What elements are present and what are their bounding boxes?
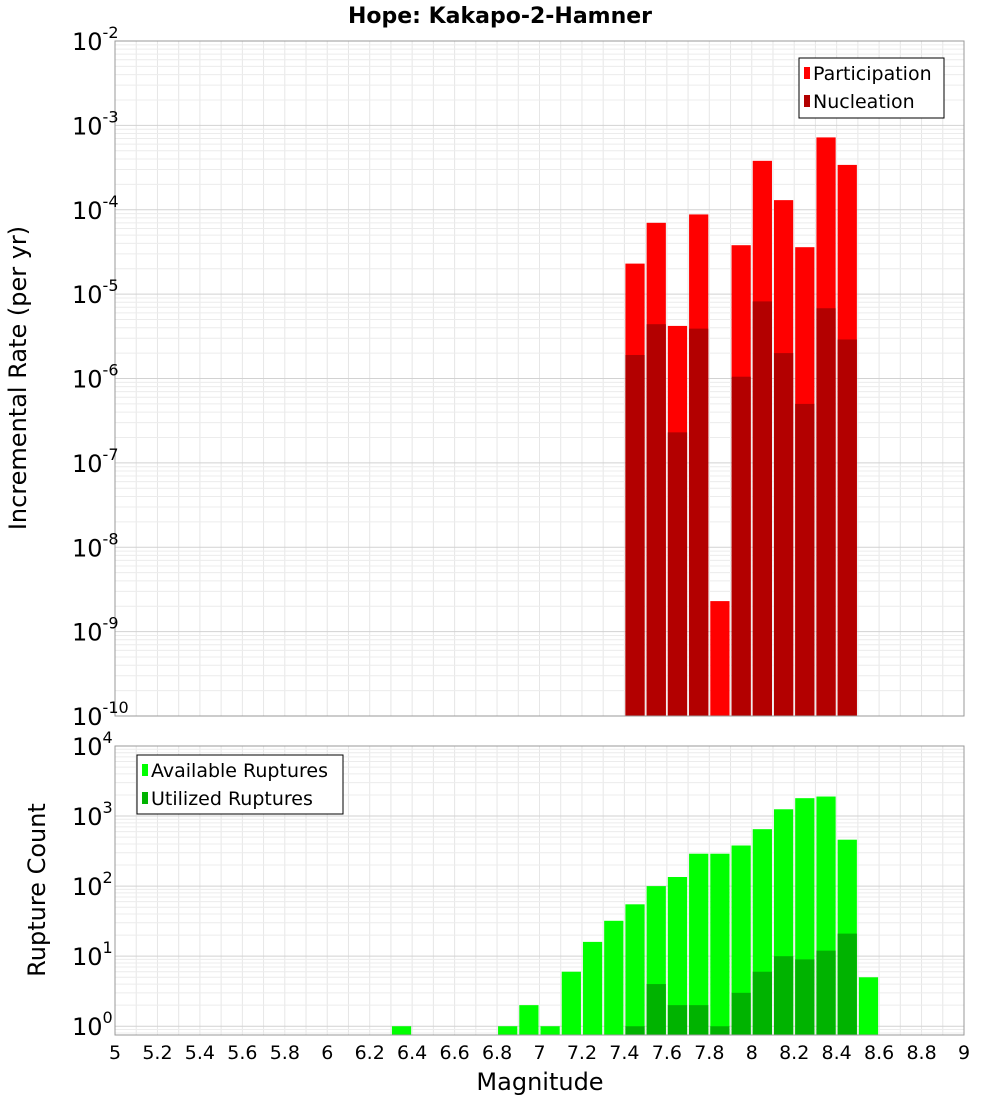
bar bbox=[731, 376, 751, 716]
x-tick-label: 5.4 bbox=[185, 1042, 215, 1064]
bar bbox=[710, 1026, 730, 1035]
bar bbox=[773, 353, 794, 716]
bar bbox=[710, 853, 730, 1035]
bar bbox=[731, 992, 751, 1035]
x-tick-label: 5 bbox=[109, 1042, 121, 1064]
bar bbox=[519, 1005, 539, 1035]
x-tick-label: 5.8 bbox=[270, 1042, 300, 1064]
x-tick-label: 7 bbox=[533, 1042, 545, 1064]
bar bbox=[689, 328, 709, 716]
chart-title: Hope: Kakapo-2-Hamner bbox=[348, 4, 652, 29]
y-tick-label: 10-5 bbox=[72, 276, 119, 309]
x-tick-labels: 5 5.2 5.4 5.6 5.8 6 6.2 6.4 6.6 6.8 7 7.2 7.4 7.6 7.8 8… bbox=[109, 1042, 970, 1064]
bar bbox=[391, 1026, 412, 1035]
x-tick-label: 7.8 bbox=[694, 1042, 724, 1064]
bar bbox=[795, 403, 815, 716]
bottom-y-axis-label: Rupture Count bbox=[23, 803, 51, 977]
x-tick-label: 7.4 bbox=[609, 1042, 639, 1064]
bar bbox=[773, 956, 794, 1035]
y-tick-label: 10-8 bbox=[72, 529, 119, 562]
legend-swatch bbox=[804, 67, 810, 79]
legend-label: Nucleation bbox=[813, 91, 915, 113]
bar bbox=[689, 853, 709, 1035]
legend-swatch bbox=[142, 764, 148, 776]
top-panel: 10-10 10-9 10-8 10-7 10-6 10-5 10-4 10-3 10-2 Par… bbox=[72, 23, 965, 731]
x-tick-label: 9 bbox=[958, 1042, 970, 1064]
legend-label: Participation bbox=[813, 63, 932, 85]
legend-box bbox=[136, 754, 344, 815]
x-tick-label: 8.2 bbox=[779, 1042, 809, 1064]
x-tick-label: 6.2 bbox=[355, 1042, 385, 1064]
bar bbox=[710, 601, 730, 716]
x-tick-label: 8.4 bbox=[822, 1042, 852, 1064]
y-tick-label: 100 bbox=[72, 1008, 113, 1041]
legend: Available Ruptures Utilized Ruptures bbox=[136, 754, 344, 815]
x-tick-label: 5.6 bbox=[227, 1042, 257, 1064]
y-tick-label: 10-9 bbox=[72, 614, 119, 647]
legend-label: Utilized Ruptures bbox=[151, 788, 313, 810]
bar bbox=[625, 354, 645, 716]
bar bbox=[582, 941, 603, 1035]
bar bbox=[540, 1026, 560, 1035]
x-tick-label: 5.2 bbox=[142, 1042, 172, 1064]
y-tick-label: 102 bbox=[72, 868, 113, 901]
y-tick-label: 10-6 bbox=[72, 361, 119, 394]
legend-label: Available Ruptures bbox=[151, 760, 328, 782]
plot-frame bbox=[114, 40, 965, 717]
bar bbox=[816, 950, 836, 1035]
legend-swatch bbox=[804, 95, 810, 107]
x-tick-label: 6.4 bbox=[397, 1042, 427, 1064]
bar bbox=[667, 432, 688, 716]
x-tick-label: 8 bbox=[746, 1042, 758, 1064]
series-nucleation bbox=[625, 301, 857, 716]
y-tick-label: 101 bbox=[72, 938, 113, 971]
bar bbox=[816, 308, 836, 716]
x-tick-label: 7.6 bbox=[652, 1042, 682, 1064]
bar bbox=[752, 301, 772, 716]
y-tick-label: 10-2 bbox=[72, 23, 119, 56]
legend: Participation Nucleation bbox=[798, 57, 945, 119]
gridlines bbox=[114, 40, 965, 717]
x-tick-label: 7.2 bbox=[567, 1042, 597, 1064]
bar bbox=[858, 977, 879, 1035]
y-tick-labels: 10-10 10-9 10-8 10-7 10-6 10-5 10-4 10-3 10-2 bbox=[72, 23, 129, 731]
x-tick-label: 8.8 bbox=[906, 1042, 936, 1064]
bar bbox=[646, 984, 666, 1035]
top-y-axis-label: Incremental Rate (per yr) bbox=[4, 226, 32, 530]
bar bbox=[561, 971, 581, 1035]
y-tick-label: 104 bbox=[72, 728, 113, 761]
x-tick-label: 6 bbox=[321, 1042, 333, 1064]
y-tick-label: 10-10 bbox=[72, 698, 129, 731]
gridlines bbox=[114, 745, 965, 1035]
bar bbox=[837, 933, 857, 1035]
plot-frame bbox=[114, 745, 965, 1036]
bar bbox=[667, 876, 688, 1035]
legend-swatch bbox=[142, 792, 148, 804]
bar bbox=[646, 324, 666, 716]
y-tick-label: 10-4 bbox=[72, 192, 119, 225]
bar bbox=[752, 971, 772, 1035]
bar bbox=[625, 904, 645, 1035]
bar bbox=[837, 339, 857, 716]
bar bbox=[667, 1005, 688, 1035]
y-tick-label: 10-7 bbox=[72, 445, 119, 478]
bar bbox=[731, 845, 751, 1035]
bar bbox=[604, 920, 624, 1035]
bar bbox=[625, 1026, 645, 1035]
bar bbox=[689, 1005, 709, 1035]
bar bbox=[795, 959, 815, 1035]
x-tick-label: 8.6 bbox=[864, 1042, 894, 1064]
y-tick-labels: 100 101 102 103 104 bbox=[72, 728, 113, 1041]
x-axis-label: Magnitude bbox=[476, 1068, 603, 1096]
legend-box bbox=[798, 57, 945, 119]
bar bbox=[498, 1026, 518, 1035]
x-tick-label: 6.8 bbox=[482, 1042, 512, 1064]
y-tick-label: 103 bbox=[72, 798, 113, 831]
y-tick-label: 10-3 bbox=[72, 107, 119, 140]
series-utilized-ruptures bbox=[625, 933, 857, 1035]
bottom-panel: 100 101 102 103 104 5 5.2 5.4 5.6 5.8 6 6.2 6.4 6.6 6.… bbox=[72, 728, 970, 1064]
x-tick-label: 6.6 bbox=[439, 1042, 469, 1064]
